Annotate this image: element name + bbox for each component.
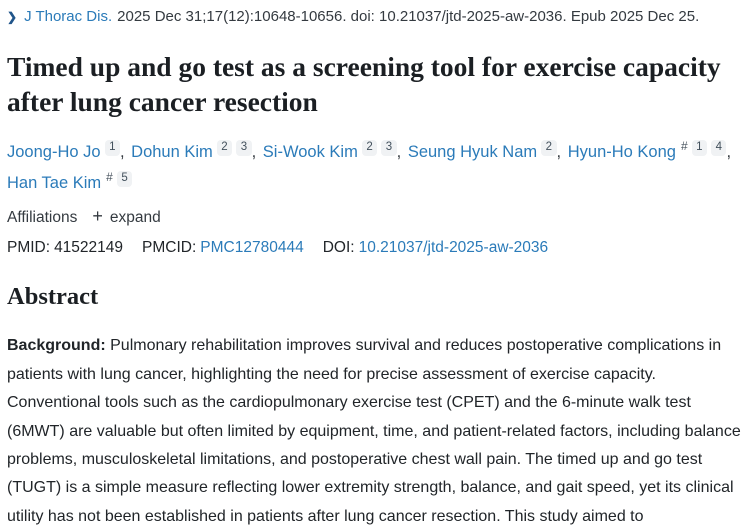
author-item: Dohun Kim 2 3, xyxy=(131,140,258,161)
abstract-background-text: Pulmonary rehabilitation improves surviv… xyxy=(7,337,741,525)
pmcid-group: PMCID: PMC12780444 xyxy=(142,237,304,258)
affiliation-badge[interactable]: 2 xyxy=(216,140,233,156)
abstract-paragraph: Background: Pulmonary rehabilitation imp… xyxy=(7,332,744,531)
chevron-right-icon[interactable]: ❯ xyxy=(7,10,18,24)
affiliation-badge[interactable]: 5 xyxy=(116,171,133,187)
doi-label: DOI: xyxy=(322,239,355,256)
citation-details: 2025 Dec 31;17(12):10648-10656. doi: 10.… xyxy=(117,8,700,25)
author-separator: , xyxy=(396,143,402,161)
pmcid-label: PMCID: xyxy=(142,239,197,256)
author-separator: , xyxy=(556,143,562,161)
author-link[interactable]: Seung Hyuk Nam xyxy=(407,143,538,161)
author-separator: , xyxy=(251,143,257,161)
author-item: Joong-Ho Jo 1, xyxy=(7,140,127,161)
author-item: Si-Wook Kim 2 3, xyxy=(262,140,403,161)
expand-affiliations-button[interactable]: + expand xyxy=(92,206,161,228)
affiliation-badge[interactable]: 1 xyxy=(691,140,708,156)
journal-citation-bar: ❯ J Thorac Dis. 2025 Dec 31;17(12):10648… xyxy=(7,7,744,27)
author-item: Seung Hyuk Nam 2, xyxy=(407,140,563,161)
journal-link[interactable]: J Thorac Dis. xyxy=(24,8,113,25)
affiliation-badge[interactable]: 1 xyxy=(104,140,120,156)
abstract-background-label: Background: xyxy=(7,337,106,355)
affiliations-label: Affiliations xyxy=(7,209,78,226)
author-link[interactable]: Dohun Kim xyxy=(131,143,213,161)
author-separator: , xyxy=(119,143,125,161)
author-item: Han Tae Kim #5 xyxy=(7,170,133,192)
author-link[interactable]: Han Tae Kim xyxy=(7,174,102,192)
affiliation-badge[interactable]: 2 xyxy=(361,140,378,156)
author-link[interactable]: Hyun-Ho Kong xyxy=(567,143,676,161)
pmid-value: 41522149 xyxy=(54,239,124,256)
abstract-heading: Abstract xyxy=(7,283,99,310)
affiliation-badge[interactable]: 3 xyxy=(381,140,397,156)
equal-contribution-marker: # xyxy=(680,139,688,153)
pmid-label: PMID: xyxy=(7,239,51,256)
plus-icon: + xyxy=(92,206,103,226)
affiliation-badge[interactable]: 4 xyxy=(711,140,727,156)
author-link[interactable]: Joong-Ho Jo xyxy=(7,143,101,161)
authors-list: Joong-Ho Jo 1, Dohun Kim 2 3, Si-Wook Kim 2 3… xyxy=(7,137,744,199)
author-link[interactable]: Si-Wook Kim xyxy=(262,143,358,161)
pmid-group: PMID: 41522149 xyxy=(7,237,123,258)
affiliation-badge[interactable]: 2 xyxy=(541,140,557,156)
article-title: Timed up and go test as a screening tool… xyxy=(7,51,721,117)
equal-contribution-marker: # xyxy=(106,170,113,184)
author-item: Hyun-Ho Kong #1 4, xyxy=(567,139,733,161)
affiliations-row: Affiliations + expand xyxy=(7,206,744,228)
affiliation-badge[interactable]: 3 xyxy=(236,140,252,156)
expand-label: expand xyxy=(109,209,161,226)
author-separator: , xyxy=(726,143,732,161)
pmcid-link[interactable]: PMC12780444 xyxy=(200,239,304,256)
identifiers-row: PMID: 41522149 PMCID: PMC12780444 DOI: 10.2… xyxy=(7,237,744,258)
doi-group: DOI: 10.21037/jtd-2025-aw-2036 xyxy=(323,237,548,258)
doi-link[interactable]: 10.21037/jtd-2025-aw-2036 xyxy=(358,239,549,256)
